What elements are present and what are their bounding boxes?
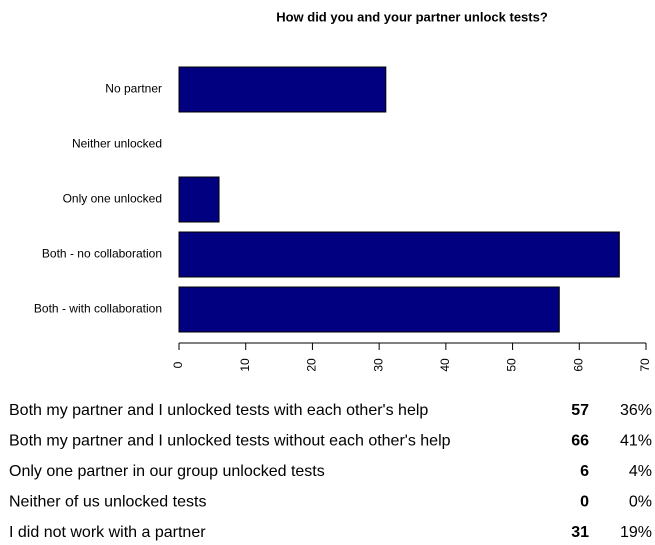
x-tick-label: 50 — [505, 358, 519, 372]
y-tick-label: Neither unlocked — [72, 137, 162, 151]
row-count: 57 — [571, 402, 589, 419]
row-label: Both my partner and I unlocked tests wit… — [9, 402, 428, 419]
row-label: Only one partner in our group unlocked t… — [9, 463, 325, 480]
x-tick-label: 40 — [438, 358, 452, 372]
row-count: 0 — [580, 494, 589, 511]
row-count: 66 — [571, 433, 589, 450]
row-label: Both my partner and I unlocked tests wit… — [9, 433, 451, 450]
row-percent: 19% — [620, 524, 652, 541]
y-tick-label: Only one unlocked — [63, 192, 162, 206]
x-tick-label: 70 — [638, 358, 652, 372]
x-tick-label: 60 — [571, 358, 585, 372]
y-tick-label: No partner — [105, 82, 162, 96]
y-tick-label: Both - no collaboration — [42, 247, 162, 261]
row-percent: 41% — [620, 433, 652, 450]
bar — [178, 231, 620, 278]
row-percent: 36% — [620, 402, 652, 419]
x-tick-label: 0 — [171, 361, 185, 368]
x-tick-label: 20 — [305, 358, 319, 372]
row-label: I did not work with a partner — [9, 524, 206, 541]
row-percent: 4% — [629, 463, 652, 480]
x-tick-label: 10 — [238, 358, 252, 372]
bar — [178, 286, 560, 333]
bar — [178, 66, 387, 113]
row-count: 6 — [580, 463, 589, 480]
row-count: 31 — [571, 524, 589, 541]
x-tick-label: 30 — [371, 358, 385, 372]
y-tick-label: Both - with collaboration — [34, 302, 162, 316]
bar — [178, 176, 220, 223]
chart-title: How did you and your partner unlock test… — [276, 9, 548, 24]
row-percent: 0% — [629, 494, 652, 511]
row-label: Neither of us unlocked tests — [9, 494, 206, 511]
